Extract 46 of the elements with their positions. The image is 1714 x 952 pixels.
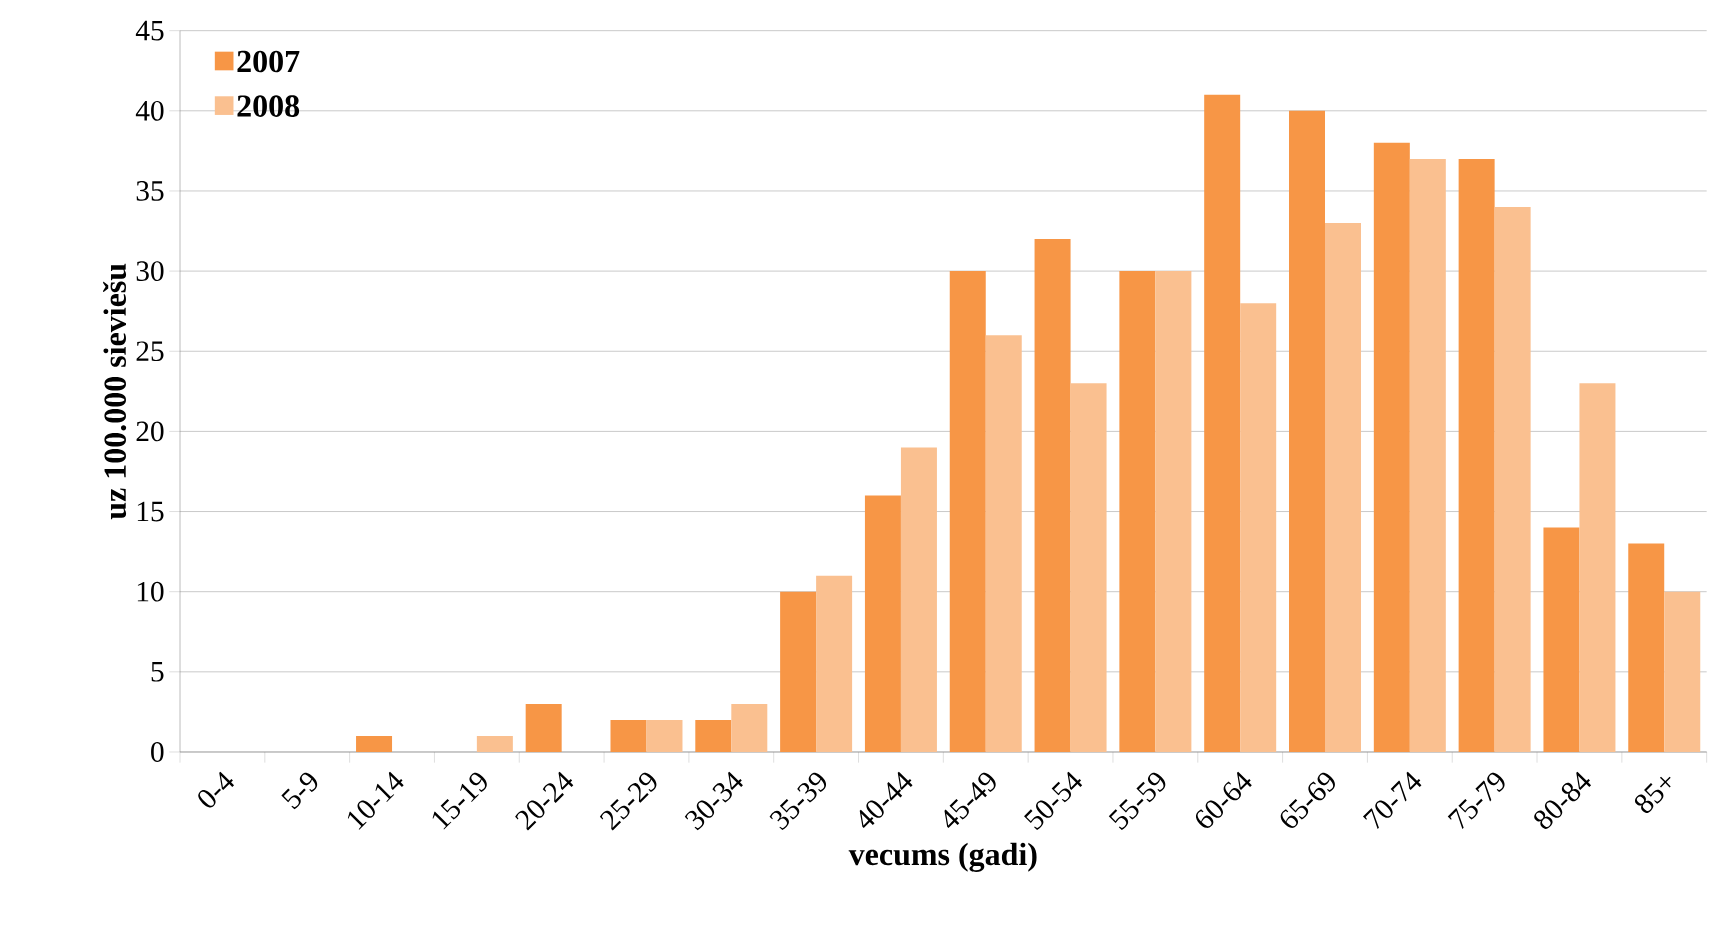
y-tick-label: 0 bbox=[151, 742, 164, 762]
legend-label: 2008 bbox=[237, 95, 300, 117]
x-tick-label: 5-9 bbox=[281, 772, 318, 810]
bar bbox=[1664, 591, 1701, 752]
x-tick-label: 0-4 bbox=[198, 771, 235, 808]
y-tick-label: 30 bbox=[136, 261, 164, 281]
y-tick-label: 10 bbox=[137, 581, 164, 602]
bar bbox=[646, 719, 683, 752]
y-tick-label: 20 bbox=[136, 421, 164, 442]
bar bbox=[1543, 527, 1580, 752]
bar bbox=[900, 447, 937, 752]
bar bbox=[780, 591, 817, 752]
y-tick-label: 15 bbox=[137, 501, 164, 522]
bar bbox=[1204, 94, 1241, 752]
bar bbox=[1409, 158, 1446, 752]
bar bbox=[1240, 303, 1277, 752]
y-tick-label: 25 bbox=[136, 341, 164, 362]
x-tick-label: 85+ bbox=[1634, 776, 1671, 813]
y-tick-label: 40 bbox=[135, 100, 164, 121]
bar bbox=[864, 495, 901, 752]
bar bbox=[949, 271, 986, 752]
legend-label: 2007 bbox=[237, 50, 300, 73]
bar bbox=[1155, 271, 1192, 752]
y-axis-title: uz 100.000 sieviešu bbox=[103, 263, 127, 520]
bar bbox=[731, 703, 768, 752]
bar bbox=[985, 335, 1022, 752]
bar bbox=[476, 735, 513, 752]
bar bbox=[1628, 543, 1665, 752]
bar bbox=[1034, 239, 1071, 752]
bar bbox=[1373, 142, 1410, 752]
bar bbox=[1325, 223, 1361, 752]
y-tick-label: 45 bbox=[135, 20, 164, 41]
bar bbox=[610, 719, 647, 752]
bar bbox=[695, 719, 732, 752]
bar bbox=[1458, 158, 1495, 752]
bar bbox=[1119, 271, 1156, 752]
bar bbox=[1579, 383, 1616, 752]
y-tick-label: 5 bbox=[151, 662, 164, 682]
bar bbox=[356, 735, 393, 752]
bar bbox=[525, 703, 562, 752]
y-tick-label: 35 bbox=[136, 181, 164, 201]
bar bbox=[1289, 110, 1325, 752]
bar bbox=[816, 575, 853, 752]
x-axis-title: vecums (gadi) bbox=[848, 842, 1037, 872]
bar bbox=[1070, 383, 1107, 752]
bar bbox=[1494, 206, 1531, 752]
